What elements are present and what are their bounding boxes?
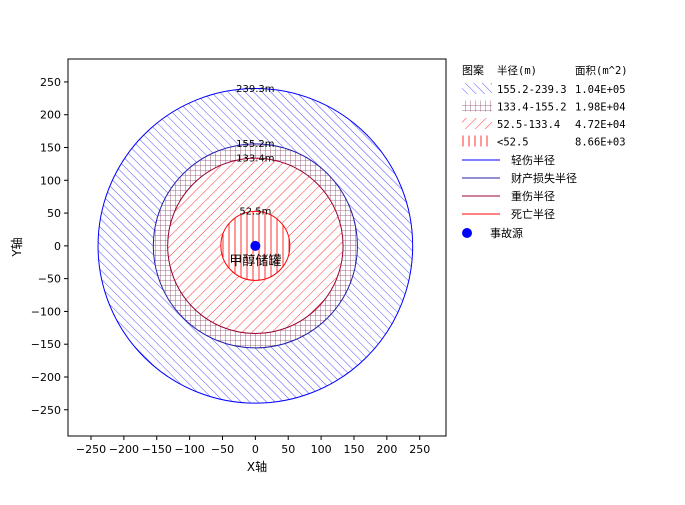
y-tick-label: 200 bbox=[40, 109, 61, 122]
legend-area-2: 1.98E+04 bbox=[575, 102, 626, 114]
x-tick-label: 0 bbox=[252, 443, 259, 456]
legend-source-marker bbox=[462, 228, 472, 238]
legend-range-1: 155.2-239.3 bbox=[497, 84, 567, 96]
x-tick-label: −50 bbox=[211, 443, 234, 456]
source-marker bbox=[250, 240, 261, 251]
accident-source: 甲醇储罐 bbox=[229, 240, 281, 269]
x-tick-label: 200 bbox=[376, 443, 397, 456]
ring-label-3: 133.4m bbox=[236, 153, 274, 164]
y-tick-label: −100 bbox=[31, 305, 61, 318]
y-tick-label: 250 bbox=[40, 76, 61, 89]
legend-radius-name-4: 死亡半径 bbox=[511, 207, 555, 221]
y-tick-label: −150 bbox=[31, 338, 61, 351]
x-axis-title: X轴 bbox=[247, 459, 267, 474]
x-tick-label: 150 bbox=[343, 443, 364, 456]
legend-header-radius: 半径(m) bbox=[497, 64, 537, 77]
legend-swatch-4 bbox=[462, 135, 492, 147]
ring-label-2: 155.2m bbox=[236, 139, 274, 150]
legend-radius-name-1: 轻伤半径 bbox=[511, 153, 555, 167]
source-label: 甲醇储罐 bbox=[229, 253, 281, 269]
x-tick-label: 50 bbox=[281, 443, 295, 456]
legend-swatch-2 bbox=[462, 100, 492, 112]
y-tick-label: 50 bbox=[47, 207, 61, 220]
y-tick-label: 0 bbox=[54, 240, 61, 253]
x-tick-label: −200 bbox=[109, 443, 139, 456]
y-tick-label: 100 bbox=[40, 174, 61, 187]
axis-ticks: −250 −200 −150 −100 −50 0 50 100 150 200 250−250−2… bbox=[31, 76, 430, 456]
legend: 图案 半径(m) 面积(m^2) 155.2-239.3 1.04E+05 133.4-1… bbox=[462, 63, 628, 240]
ring-label-1: 239.3m bbox=[236, 84, 274, 95]
y-axis-title: Y轴 bbox=[9, 237, 24, 257]
y-tick-label: −200 bbox=[31, 371, 61, 384]
legend-radius-name-2: 财产损失半径 bbox=[511, 171, 577, 185]
legend-area-4: 8.66E+03 bbox=[575, 137, 626, 149]
ring-label-4: 52.5m bbox=[239, 206, 271, 217]
legend-header-area: 面积(m^2) bbox=[575, 65, 628, 77]
legend-source-label: 事故源 bbox=[490, 226, 523, 240]
legend-area-1: 1.04E+05 bbox=[575, 84, 626, 96]
y-tick-label: −250 bbox=[31, 404, 61, 417]
ring-labels: 239.3m 155.2m 133.4m 52.5m bbox=[236, 84, 274, 217]
y-tick-label: −50 bbox=[38, 273, 61, 286]
legend-range-2: 133.4-155.2 bbox=[497, 102, 567, 114]
legend-range-3: 52.5-133.4 bbox=[497, 119, 560, 131]
y-tick-label: 150 bbox=[40, 142, 61, 155]
legend-swatch-1 bbox=[462, 83, 492, 94]
x-tick-label: 250 bbox=[409, 443, 430, 456]
legend-range-4: <52.5 bbox=[497, 137, 529, 149]
x-tick-label: −150 bbox=[142, 443, 172, 456]
legend-radius-name-3: 重伤半径 bbox=[511, 189, 555, 203]
x-tick-label: −250 bbox=[76, 443, 106, 456]
x-tick-label: 100 bbox=[311, 443, 332, 456]
x-tick-label: −100 bbox=[175, 443, 205, 456]
legend-swatch-3 bbox=[462, 118, 492, 129]
legend-area-3: 4.72E+04 bbox=[575, 119, 626, 131]
legend-header-pattern: 图案 bbox=[462, 63, 484, 77]
